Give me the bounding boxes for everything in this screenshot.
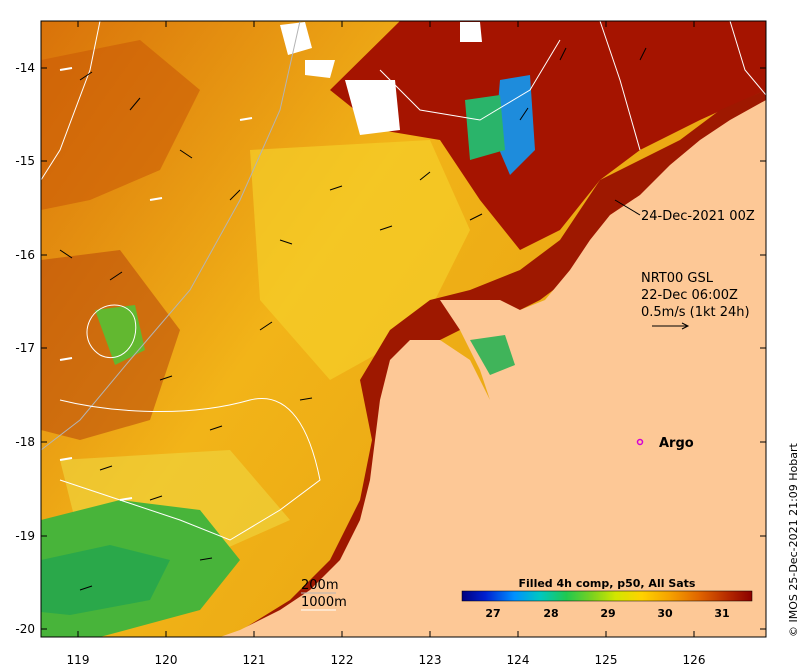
lat-tick-14: -14: [15, 61, 35, 75]
colorbar: [461, 590, 753, 602]
colorbar-tick-28: 28: [543, 607, 558, 620]
lat-tick-20: -20: [15, 622, 35, 636]
lon-tick-123: 123: [419, 653, 442, 667]
colorbar-title: Filled 4h comp, p50, All Sats: [519, 577, 696, 590]
colorbar-tick-27: 27: [485, 607, 500, 620]
velocity-scale-arrow: [652, 322, 690, 330]
axis-ticks: [41, 21, 766, 637]
lon-tick-124: 124: [507, 653, 530, 667]
lat-tick-18: -18: [15, 435, 35, 449]
colorbar-tick-30: 30: [657, 607, 673, 620]
current-time-label: 22-Dec 06:00Z: [641, 288, 738, 303]
date-label: 24-Dec-2021 00Z: [641, 209, 755, 224]
argo-marker: [636, 438, 644, 446]
peninsula-green: [470, 335, 515, 375]
cloud-gap-1: [345, 80, 400, 135]
current-source-label: NRT00 GSL: [641, 271, 714, 286]
lat-tick-19: -19: [15, 529, 35, 543]
lon-tick-125: 125: [595, 653, 618, 667]
credit-text: © IMOS 25-Dec-2021 21:09 Hobart: [787, 442, 800, 637]
green-inner: [41, 545, 170, 615]
contour-200-label: 200m: [301, 578, 338, 593]
velocity-white-vectors: [59, 67, 253, 501]
contour-1000-label: 1000m: [301, 595, 347, 610]
argo-label: Argo: [659, 436, 694, 451]
lat-tick-16: -16: [15, 248, 35, 262]
cloud-gap-4: [460, 22, 482, 42]
current-vectors: [59, 47, 647, 591]
cool-patch-green: [465, 95, 505, 160]
lon-tick-120: 120: [155, 653, 178, 667]
lat-tick-17: -17: [15, 341, 35, 355]
hot-north: [330, 21, 766, 250]
plot-frame: [40, 20, 767, 638]
lon-tick-121: 121: [243, 653, 266, 667]
bathymetry-contours: [41, 21, 766, 541]
lon-tick-126: 126: [683, 653, 706, 667]
date-pointer-line: [614, 199, 641, 216]
colorbar-tick-31: 31: [714, 607, 729, 620]
hot-coast: [230, 90, 766, 637]
warm-region-west: [41, 40, 200, 210]
cloud-gap-3: [305, 60, 335, 78]
lat-tick-15: -15: [15, 154, 35, 168]
lon-tick-119: 119: [67, 653, 90, 667]
lon-tick-122: 122: [331, 653, 354, 667]
eddy-green: [95, 305, 145, 365]
velocity-scale-label: 0.5m/s (1kt 24h): [641, 305, 750, 320]
colorbar-tick-29: 29: [600, 607, 615, 620]
